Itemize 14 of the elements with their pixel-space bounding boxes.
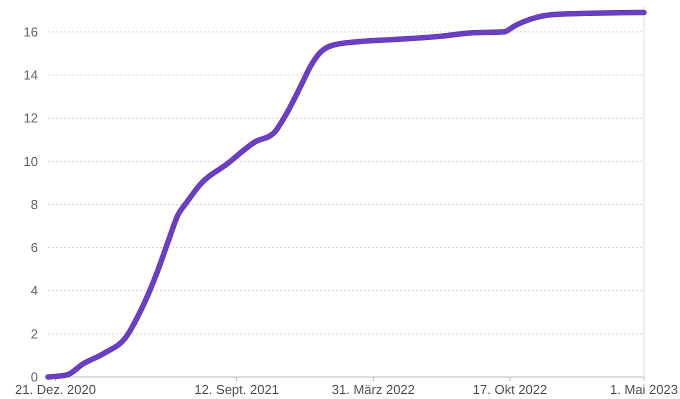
x-tick-label: 31. März 2022 — [332, 382, 415, 397]
x-tick-label: 21. Dez. 2020 — [15, 382, 96, 397]
y-tick-label: 2 — [30, 326, 38, 342]
x-tick-label: 12. Sept. 2021 — [194, 382, 279, 397]
y-tick-label: 8 — [30, 196, 38, 212]
y-tick-label: 12 — [24, 110, 38, 126]
y-tick-label: 16 — [24, 24, 38, 40]
x-tick-label: 1. Mai 2023 — [610, 382, 678, 397]
y-tick-label: 14 — [24, 68, 38, 83]
y-tick-label: 0 — [30, 370, 38, 384]
x-tick-label: 17. Okt 2022 — [472, 382, 548, 397]
y-tick-label: 6 — [30, 240, 38, 256]
y-tick-label: 4 — [30, 283, 38, 298]
y-tick-label: 10 — [24, 154, 38, 169]
